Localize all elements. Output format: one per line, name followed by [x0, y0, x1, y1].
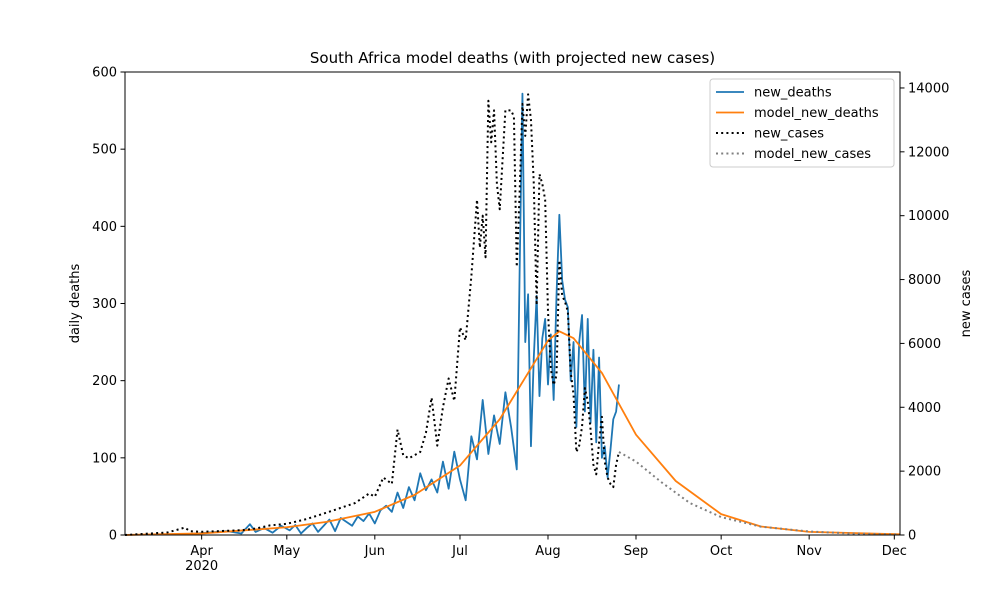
- x-tick-label: Jul: [451, 544, 468, 559]
- x-tick-label: Aug: [535, 544, 560, 559]
- y-right-tick-label: 12000: [908, 145, 949, 160]
- y-left-tick-label: 200: [92, 374, 117, 389]
- x-tick-label: Jun: [364, 544, 385, 559]
- y-right-tick-label: 4000: [908, 401, 941, 416]
- chart-title: South Africa model deaths (with projecte…: [310, 49, 715, 67]
- y-left-tick-label: 500: [92, 143, 117, 158]
- legend-label-model-new-cases: model_new_cases: [754, 147, 871, 162]
- y-right-tick-label: 8000: [908, 273, 941, 288]
- y-right-tick-label: 10000: [908, 209, 949, 224]
- y-right-tick-label: 14000: [908, 81, 949, 96]
- y-right-tick-label: 6000: [908, 337, 941, 352]
- y-right-tick-label: 0: [908, 529, 916, 544]
- y-left-tick-label: 100: [92, 451, 117, 466]
- series-line-new-deaths: [187, 92, 620, 536]
- series-line-new-cases: [124, 93, 620, 536]
- y-axis-right-label: new cases: [959, 269, 974, 337]
- y-left-tick-label: 400: [92, 220, 117, 235]
- x-tick-label: Nov: [796, 544, 822, 559]
- axes: 0100200300400500600020004000600080001000…: [92, 66, 949, 575]
- x-tick-label: Oct: [710, 544, 732, 559]
- series-line-model-new-deaths: [124, 330, 901, 536]
- y-left-tick-label: 300: [92, 297, 117, 312]
- x-tick-sublabel: 2020: [185, 559, 218, 574]
- legend-label-new-cases: new_cases: [754, 127, 824, 142]
- legend-box: [709, 78, 895, 168]
- y-left-tick-label: 600: [92, 66, 117, 81]
- y-left-tick-label: 0: [109, 529, 117, 544]
- legend-label-model-new-deaths: model_new_deaths: [754, 106, 879, 121]
- legend: new_deaths model_new_deaths new_casesmodel…: [709, 78, 895, 168]
- x-tick-label: Apr: [190, 544, 213, 559]
- y-right-tick-label: 2000: [908, 465, 941, 480]
- x-tick-label: May: [273, 544, 300, 559]
- plot-area: [124, 92, 901, 536]
- x-tick-label: Dec: [882, 544, 907, 559]
- y-axis-left-label: daily deaths: [68, 263, 83, 343]
- legend-label-new-deaths: new_deaths: [754, 86, 832, 101]
- x-tick-label: Sep: [624, 544, 649, 559]
